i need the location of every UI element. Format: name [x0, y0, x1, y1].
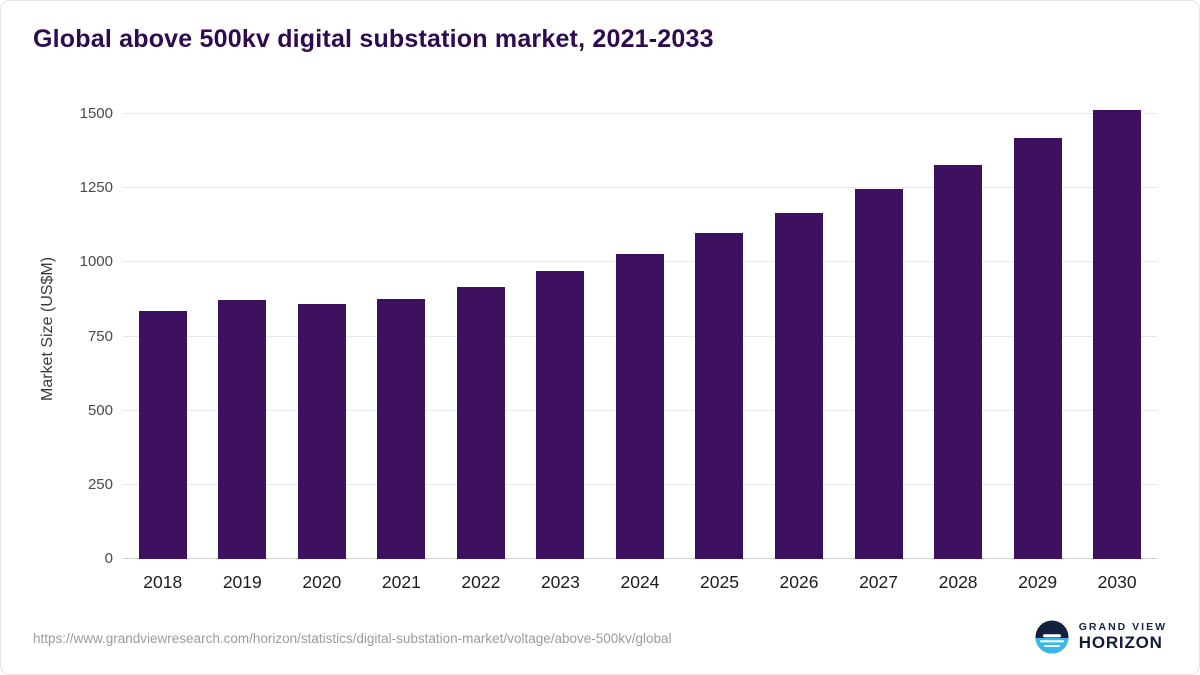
bar-2019	[218, 299, 267, 559]
y-axis: 0 250 500 750 1000 1250 1500	[67, 99, 123, 567]
logo-line-1: GRAND VIEW	[1078, 621, 1167, 634]
x-axis: 2018 2019 2020 2021 2022 2023 2024 2025 2026 2027…	[123, 563, 1157, 593]
horizon-logo-icon	[1035, 620, 1069, 654]
x-tick-label: 2020	[302, 572, 342, 592]
y-tick-label: 0	[104, 550, 113, 567]
plot-area	[123, 99, 1157, 559]
bar-slot	[759, 99, 839, 559]
bar-2026	[775, 212, 824, 559]
bar-2027	[854, 189, 903, 559]
x-tick-label: 2029	[1018, 572, 1058, 592]
logo-text: GRAND VIEW HORIZON	[1079, 621, 1167, 653]
x-tick-label: 2021	[381, 572, 421, 592]
bar-2025	[695, 233, 744, 559]
bar-2018	[138, 311, 187, 559]
bar-2023	[536, 270, 585, 559]
bar-2030	[1093, 109, 1142, 559]
gridline	[123, 113, 1157, 114]
x-tick-label: 2018	[143, 572, 183, 592]
chart-area: Market Size (US$M) 0 250 500 750 1000 1250 150…	[31, 99, 1157, 593]
x-tick-label: 2027	[859, 572, 899, 592]
y-tick-label: 1250	[79, 179, 113, 197]
bar-slot	[1077, 99, 1157, 559]
y-tick-label: 500	[87, 401, 113, 419]
bar-slot	[362, 99, 442, 559]
y-tick-label: 1000	[79, 253, 113, 271]
grand-view-horizon-logo: GRAND VIEW HORIZON	[1035, 620, 1167, 654]
x-tick-label: 2028	[938, 572, 978, 592]
bar-slot	[282, 99, 362, 559]
bar-2021	[377, 298, 426, 559]
bar-2020	[297, 303, 346, 559]
x-tick-label: 2026	[779, 572, 819, 592]
bar-slot	[123, 99, 203, 559]
x-tick-label: 2025	[700, 572, 739, 592]
bar-2024	[615, 253, 664, 559]
source-url: https://www.grandviewresearch.com/horizo…	[33, 631, 672, 646]
x-tick-label: 2023	[540, 572, 580, 592]
bar-2029	[1013, 138, 1062, 559]
x-tick-label: 2019	[222, 572, 262, 592]
y-tick-label: 750	[87, 327, 113, 345]
chart-title: Global above 500kv digital substation ma…	[33, 25, 714, 53]
bar-series	[123, 99, 1157, 559]
bar-slot	[441, 99, 521, 559]
bar-slot	[839, 99, 919, 559]
bar-2022	[456, 286, 505, 559]
bar-slot	[203, 99, 283, 559]
y-tick-label: 1500	[79, 105, 113, 122]
x-tick-label: 2024	[620, 572, 660, 592]
y-tick-label: 250	[87, 475, 113, 493]
bar-slot	[680, 99, 760, 559]
bar-2028	[934, 164, 983, 559]
bar-slot	[521, 99, 601, 559]
logo-line-2: HORIZON	[1078, 633, 1163, 653]
bar-slot	[998, 99, 1078, 559]
x-tick-label: 2022	[461, 572, 501, 592]
bar-slot	[918, 99, 998, 559]
y-axis-title: Market Size (US$M)	[39, 256, 56, 402]
gridline	[123, 187, 1157, 189]
x-tick-label: 2030	[1097, 572, 1137, 592]
bar-slot	[600, 99, 680, 559]
